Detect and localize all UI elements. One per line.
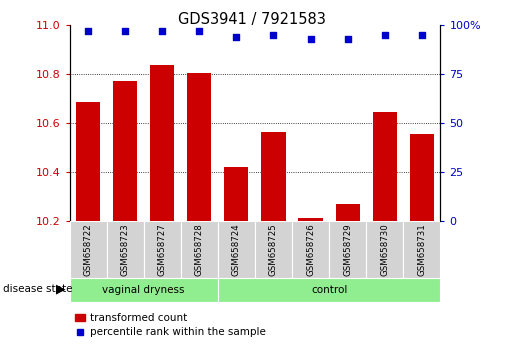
Bar (373, 112, 397, 221)
Bar (144, 221, 181, 278)
Point (418, 32, 426, 38)
Text: ▶: ▶ (56, 283, 66, 296)
Text: GSM658726: GSM658726 (306, 223, 315, 276)
Bar (70, 278, 218, 302)
Point (381, 32, 389, 38)
Text: GSM658725: GSM658725 (269, 223, 278, 276)
Text: GSM658729: GSM658729 (343, 223, 352, 276)
Point (269, 32, 278, 38)
Bar (150, 65, 174, 221)
Bar (403, 221, 440, 278)
Point (121, 28, 129, 34)
Point (84, 28, 92, 34)
Text: vaginal dryness: vaginal dryness (102, 285, 185, 295)
Legend: transformed count, percentile rank within the sample: transformed count, percentile rank withi… (75, 313, 266, 337)
Point (344, 36, 352, 41)
Text: control: control (311, 285, 347, 295)
Bar (107, 221, 144, 278)
Bar (113, 81, 137, 221)
Text: GSM658723: GSM658723 (121, 223, 130, 276)
Bar (255, 221, 292, 278)
Bar (187, 73, 211, 221)
Bar (70, 221, 107, 278)
Point (158, 28, 166, 34)
Text: GDS3941 / 7921583: GDS3941 / 7921583 (178, 12, 327, 27)
Text: GSM658728: GSM658728 (195, 223, 204, 276)
Bar (218, 278, 440, 302)
Bar (292, 221, 329, 278)
Text: disease state: disease state (3, 284, 72, 294)
Point (195, 28, 203, 34)
Text: GSM658731: GSM658731 (417, 223, 426, 276)
Bar (225, 167, 248, 221)
Text: GSM658727: GSM658727 (158, 223, 167, 276)
Point (306, 36, 315, 41)
Bar (76, 102, 100, 221)
Bar (299, 218, 322, 221)
Text: GSM658724: GSM658724 (232, 223, 241, 276)
Bar (329, 221, 366, 278)
Bar (218, 221, 255, 278)
Bar (181, 221, 218, 278)
Text: GSM658722: GSM658722 (83, 223, 93, 276)
Text: GSM658730: GSM658730 (380, 223, 389, 276)
Bar (366, 221, 403, 278)
Bar (262, 132, 285, 221)
Point (232, 34, 241, 39)
Bar (410, 134, 434, 221)
Bar (336, 204, 359, 221)
